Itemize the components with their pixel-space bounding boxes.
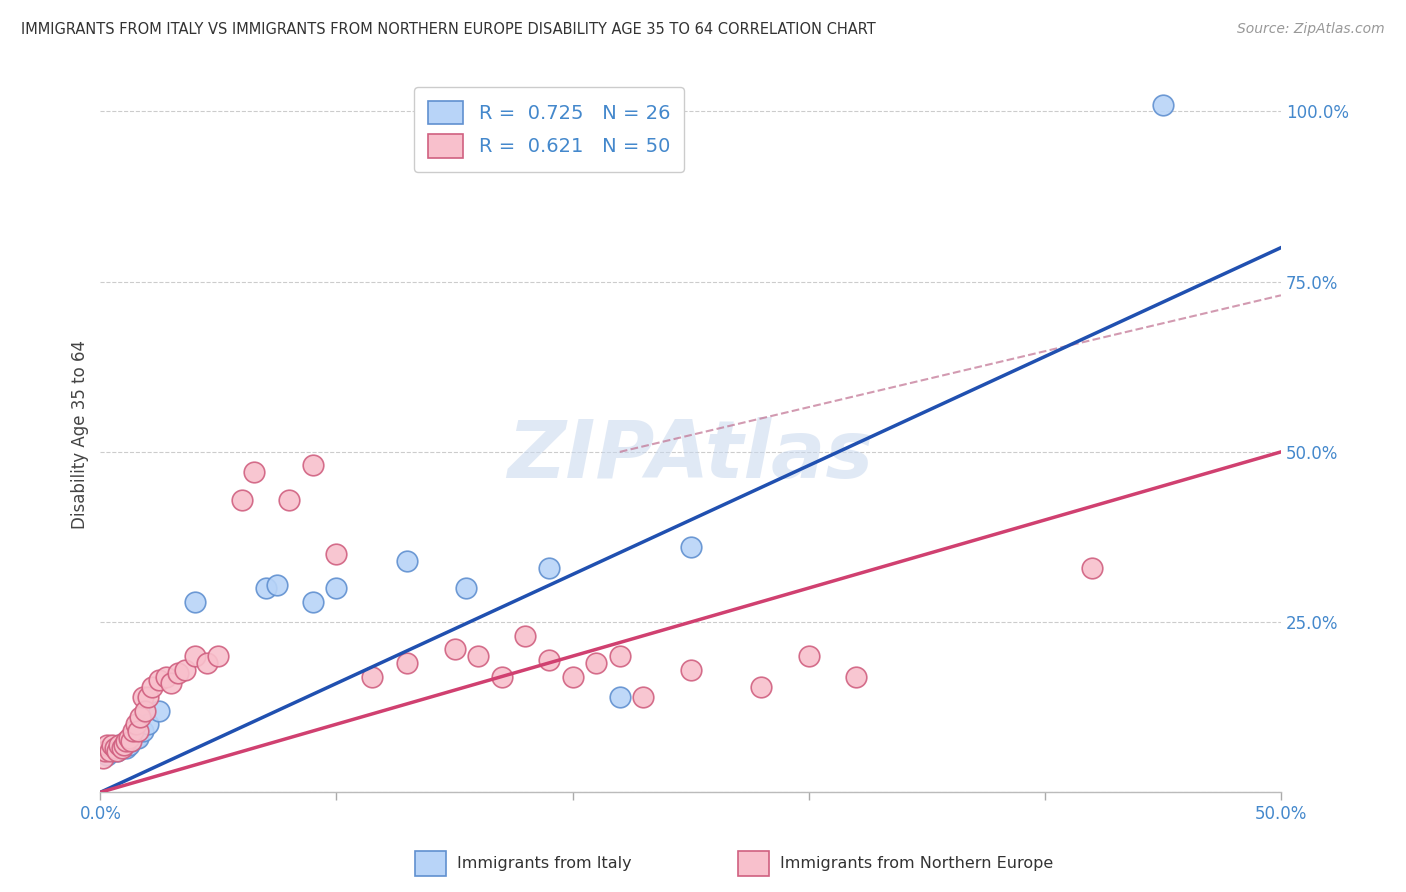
Point (266, 577, 288, 591)
Point (118, 738, 141, 752)
Point (155, 669, 177, 683)
Point (103, 741, 125, 756)
Point (103, 741, 125, 756)
Point (105, 744, 128, 758)
Point (231, 492, 253, 507)
Point (456, 581, 478, 595)
Point (609, 649, 631, 664)
Point (325, 547, 347, 561)
Point (1152, 97, 1174, 112)
Point (91, 751, 114, 765)
Point (148, 673, 170, 687)
Point (136, 690, 159, 704)
Point (118, 731, 141, 745)
Text: ZIPAtlas: ZIPAtlas (508, 417, 873, 495)
Point (105, 744, 128, 758)
Text: Immigrants from Northern Europe: Immigrants from Northern Europe (780, 856, 1053, 871)
Point (132, 724, 155, 739)
Point (108, 738, 131, 752)
Point (141, 680, 163, 694)
Point (184, 649, 207, 664)
Point (1081, 560, 1104, 574)
Point (491, 669, 513, 683)
Point (174, 663, 197, 677)
Point (120, 734, 142, 748)
Point (845, 669, 868, 683)
Text: IMMIGRANTS FROM ITALY VS IMMIGRANTS FROM NORTHERN EUROPE DISABILITY AGE 35 TO 64: IMMIGRANTS FROM ITALY VS IMMIGRANTS FROM… (21, 22, 876, 37)
Point (797, 649, 820, 664)
Point (115, 741, 138, 756)
Point (515, 629, 537, 643)
Text: Immigrants from Italy: Immigrants from Italy (457, 856, 631, 871)
Point (94, 744, 117, 758)
Point (207, 649, 229, 664)
Y-axis label: Disability Age 35 to 64: Disability Age 35 to 64 (72, 341, 89, 529)
Point (98, 744, 121, 758)
Point (101, 738, 124, 752)
Point (243, 465, 266, 479)
Point (537, 560, 560, 574)
Point (396, 656, 419, 670)
Point (125, 731, 148, 745)
Point (633, 690, 655, 704)
Point (127, 731, 149, 745)
Point (254, 581, 277, 595)
Point (122, 724, 145, 739)
Point (278, 492, 301, 507)
Point (609, 690, 631, 704)
Point (679, 663, 702, 677)
Point (132, 690, 155, 704)
Point (96, 738, 118, 752)
Point (110, 741, 132, 756)
Point (148, 704, 170, 718)
Point (325, 581, 347, 595)
Point (561, 669, 583, 683)
Point (195, 656, 218, 670)
Point (184, 595, 207, 609)
Point (115, 734, 138, 748)
Point (302, 458, 325, 473)
Point (120, 734, 142, 748)
Point (396, 554, 419, 568)
Point (136, 717, 159, 731)
Point (96, 747, 118, 762)
Point (537, 652, 560, 666)
Point (467, 649, 489, 664)
Point (302, 595, 325, 609)
Point (585, 656, 607, 670)
Point (127, 724, 149, 739)
Point (679, 540, 702, 554)
Point (110, 741, 132, 756)
Point (751, 680, 773, 694)
Point (112, 738, 135, 752)
Point (112, 738, 135, 752)
Point (160, 676, 183, 690)
Point (167, 666, 190, 681)
Point (134, 704, 156, 718)
Point (443, 642, 465, 657)
Point (125, 717, 148, 731)
Point (108, 738, 131, 752)
Text: Source: ZipAtlas.com: Source: ZipAtlas.com (1237, 22, 1385, 37)
Point (101, 744, 124, 758)
Legend: R =  0.725   N = 26, R =  0.621   N = 50: R = 0.725 N = 26, R = 0.621 N = 50 (415, 87, 683, 171)
Point (129, 710, 152, 724)
Point (361, 669, 384, 683)
